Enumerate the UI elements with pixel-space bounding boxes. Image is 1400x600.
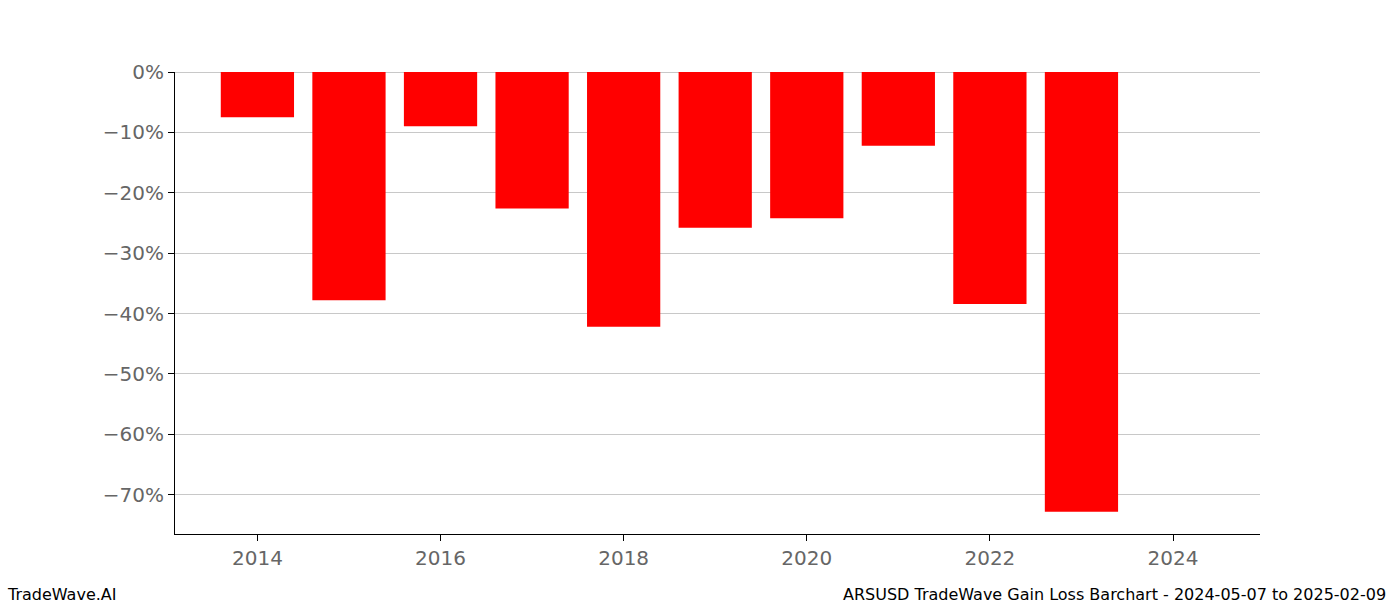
svg-text:2016: 2016 — [415, 546, 466, 570]
svg-text:−70%: −70% — [103, 483, 164, 507]
svg-text:ARSUSD TradeWave Gain Loss Bar: ARSUSD TradeWave Gain Loss Barchart - 20… — [843, 585, 1386, 600]
svg-text:TradeWave.AI: TradeWave.AI — [7, 585, 116, 600]
svg-text:−10%: −10% — [103, 120, 164, 144]
svg-text:−60%: −60% — [103, 422, 164, 446]
svg-text:−30%: −30% — [103, 241, 164, 265]
svg-text:2020: 2020 — [781, 546, 832, 570]
svg-text:2024: 2024 — [1148, 546, 1199, 570]
svg-text:2022: 2022 — [964, 546, 1015, 570]
svg-text:−50%: −50% — [103, 362, 164, 386]
svg-text:0%: 0% — [132, 60, 164, 84]
svg-text:−20%: −20% — [103, 181, 164, 205]
svg-text:2014: 2014 — [232, 546, 283, 570]
svg-text:2018: 2018 — [598, 546, 649, 570]
svg-text:−40%: −40% — [103, 302, 164, 326]
